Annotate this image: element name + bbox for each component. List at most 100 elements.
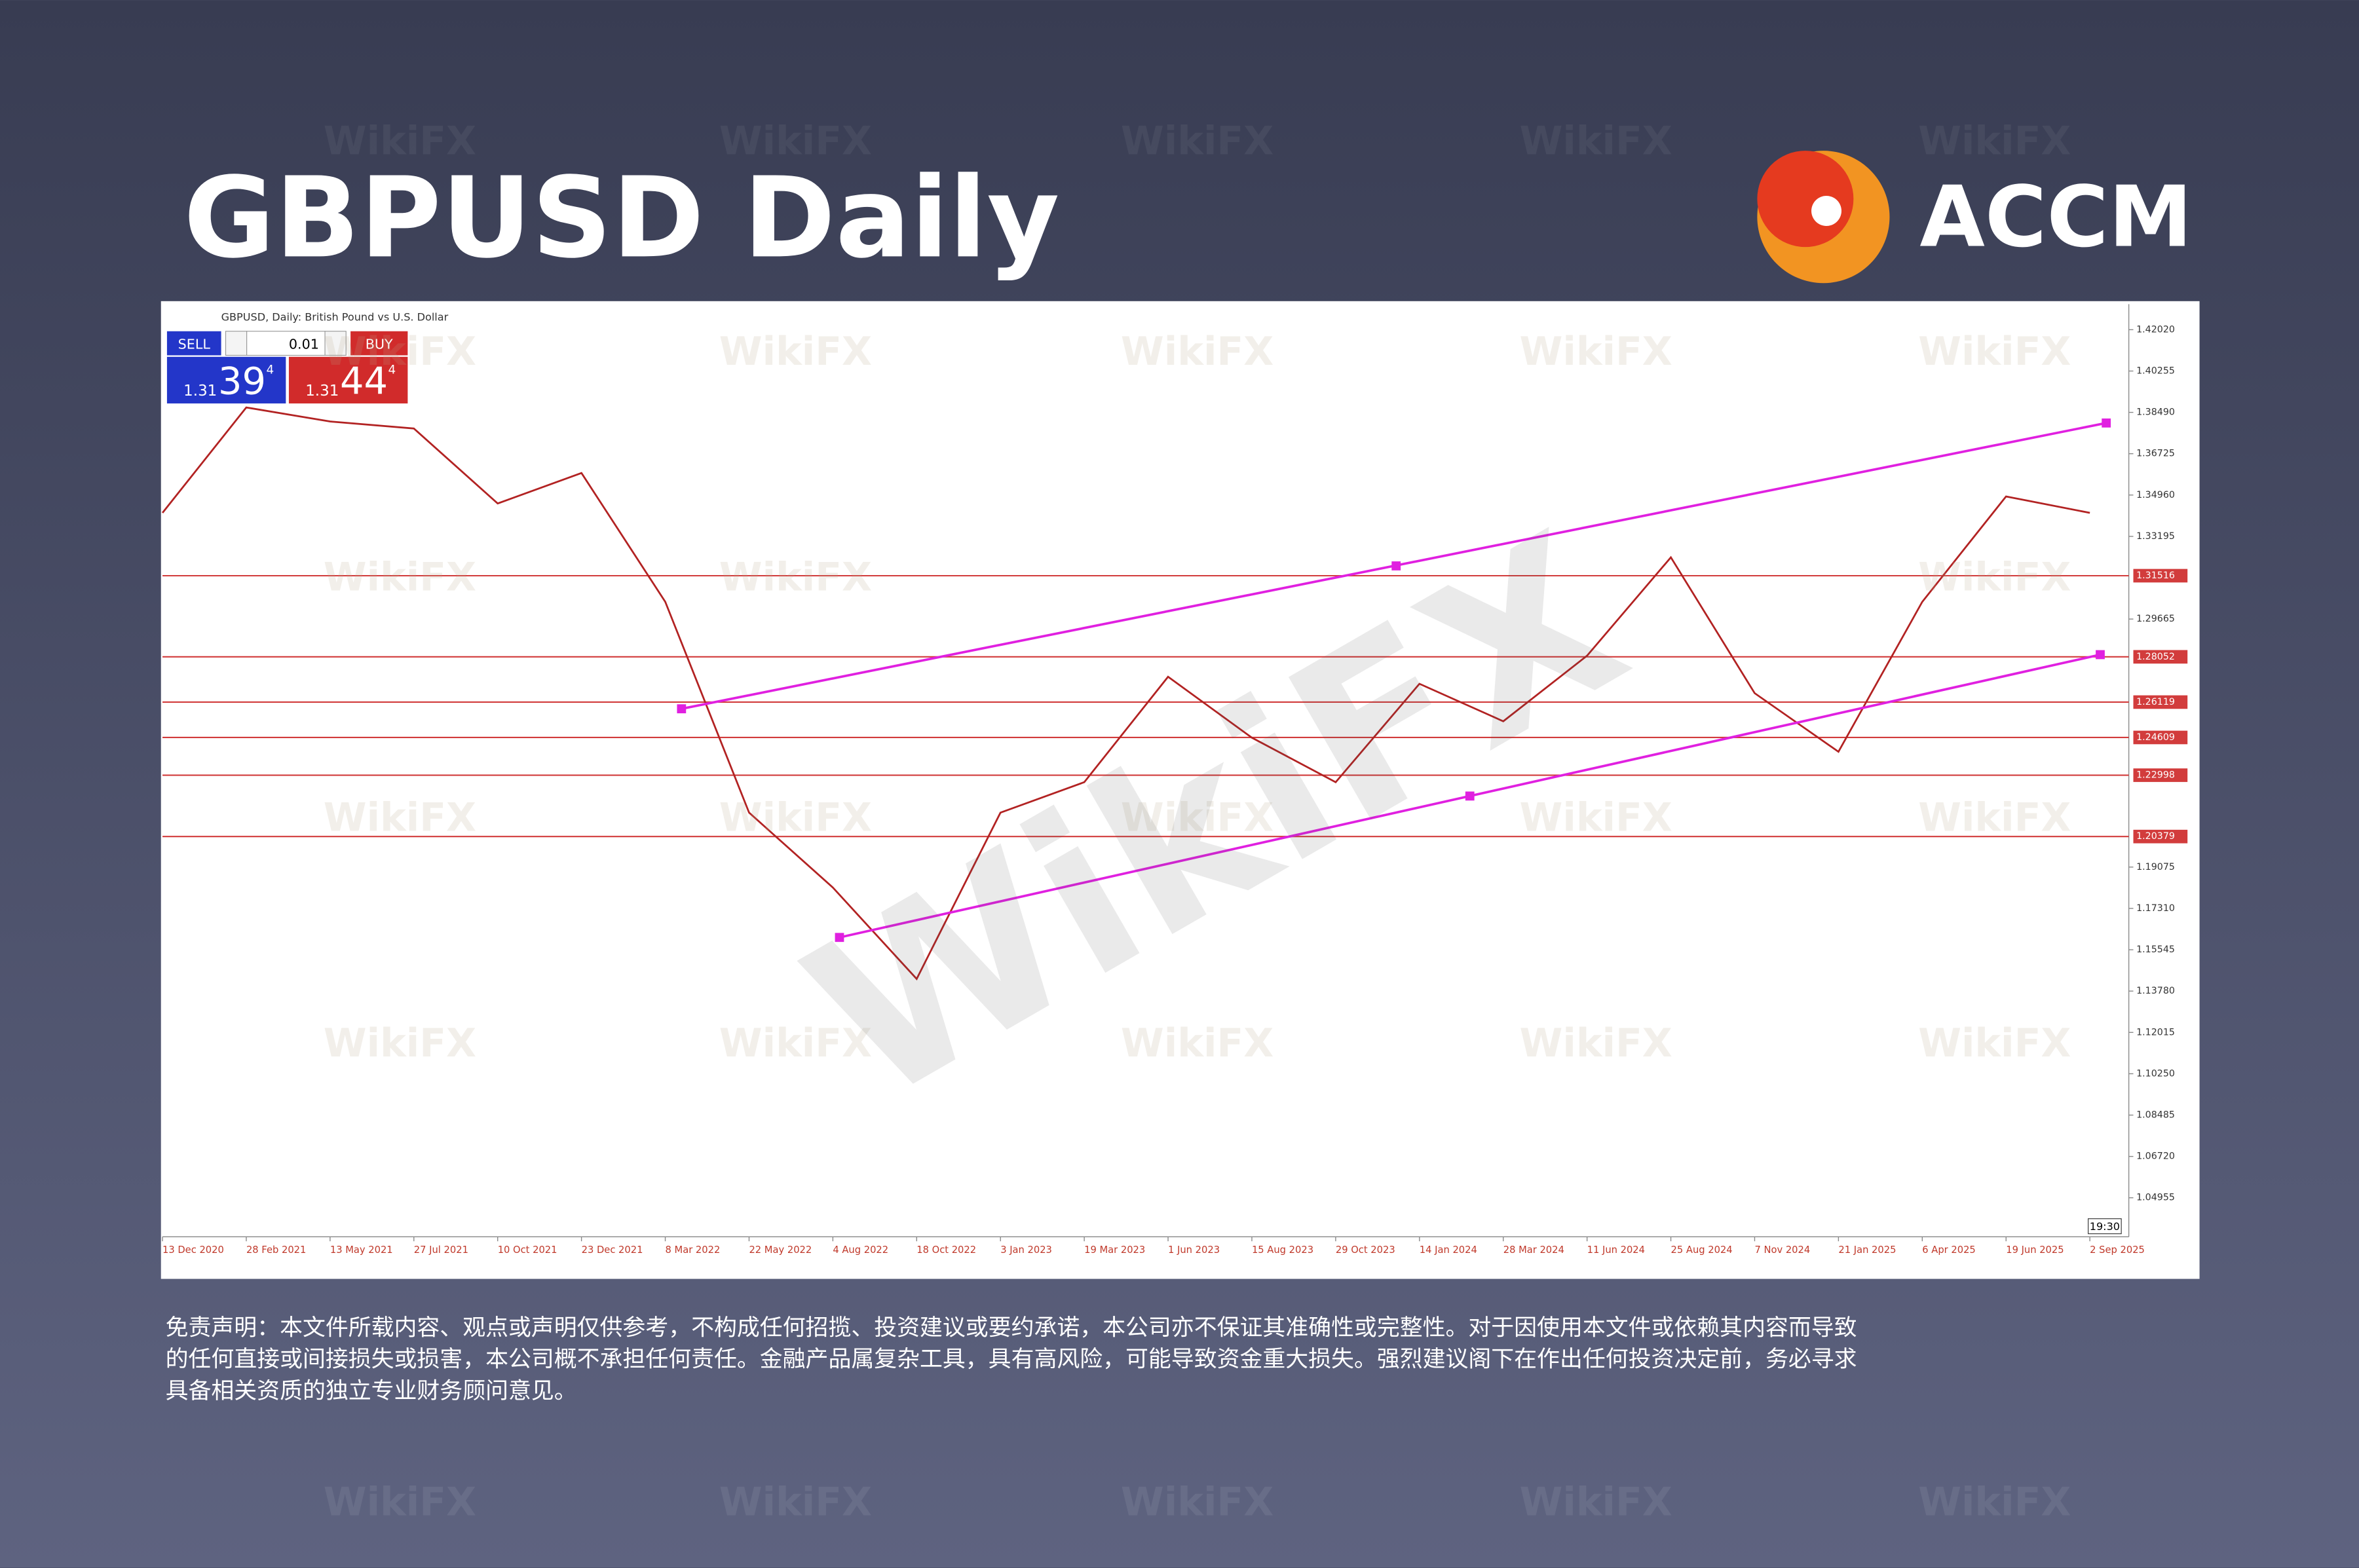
y-tick-label: 1.33195: [2136, 531, 2175, 542]
x-tick-label: 1 Jun 2023: [1168, 1244, 1220, 1256]
buy-button[interactable]: [350, 331, 408, 356]
y-tick-label: 1.19075: [2136, 862, 2175, 872]
sell-label: SELL: [178, 336, 211, 352]
y-tick-label: 1.04955: [2136, 1193, 2175, 1203]
watermark: WikiFX: [1918, 796, 2071, 841]
brand-name: ACCM: [1919, 169, 2192, 267]
channel-handle: [677, 704, 687, 714]
disclaimer-line: 具备相关资质的独立专业财务顾问意见。: [166, 1378, 577, 1404]
brand-logo: [1757, 151, 1890, 284]
price-line: [161, 406, 2090, 980]
x-tick-label: 4 Aug 2022: [833, 1244, 888, 1256]
logo-inner: [1757, 151, 1854, 248]
logo-dot: [1811, 196, 1841, 226]
page-title: GBPUSD Daily: [183, 153, 1059, 283]
x-tick-label: 28 Feb 2021: [246, 1244, 306, 1256]
watermark: WikiFX: [1918, 329, 2071, 375]
x-tick-label: 25 Aug 2024: [1671, 1244, 1733, 1256]
bid-box[interactable]: [166, 356, 286, 403]
lot-input[interactable]: [246, 331, 326, 356]
watermark: WikiFX: [719, 796, 872, 841]
x-tick-label: 18 Oct 2022: [916, 1244, 976, 1256]
watermark: WikiFX: [1918, 555, 2071, 600]
watermark: WikiFX: [719, 1021, 872, 1066]
channel-handle: [2096, 650, 2105, 660]
chart-frame: [160, 301, 2200, 1279]
time-box: [2088, 1218, 2122, 1235]
x-tick-label: 10 Oct 2021: [498, 1244, 557, 1256]
x-tick-label: 27 Jul 2021: [414, 1244, 468, 1256]
lot-dropdown[interactable]: [225, 331, 248, 356]
y-tick-label: 1.17310: [2136, 903, 2175, 914]
watermark: WikiFX: [324, 1021, 476, 1066]
watermark: WikiFX: [1520, 1021, 1672, 1066]
x-tick-label: 6 Apr 2025: [1922, 1244, 1975, 1256]
channel-handle: [835, 933, 844, 943]
channel-handle: [1391, 561, 1401, 570]
ask-big: 44: [340, 360, 388, 403]
x-tick-label: 23 Dec 2021: [582, 1244, 643, 1256]
disclaimer-line: 的任何直接或间接损失或损害，本公司概不承担任何责任。金融产品属复杂工具，具有高风…: [166, 1347, 1857, 1373]
watermark: WikiFX: [1520, 1480, 1672, 1525]
level-label: 1.20379: [2136, 831, 2175, 842]
watermark: WikiFX: [1520, 329, 1672, 375]
watermark: WikiFX: [324, 796, 476, 841]
x-tick-label: 21 Jan 2025: [1838, 1244, 1896, 1256]
level-label: 1.26119: [2136, 697, 2175, 707]
watermark: WikiFX: [324, 119, 476, 164]
disclaimer-line: 免责声明：本文件所载内容、观点或声明仅供参考，不构成任何招揽、投资建议或要约承诺…: [166, 1315, 1857, 1341]
watermark: WikiFX: [1121, 119, 1274, 164]
ask-prefix: 1.31: [305, 383, 339, 400]
buy-label: BUY: [366, 336, 393, 352]
y-tick-label: 1.36725: [2136, 449, 2175, 459]
time-label: 19:30: [2090, 1220, 2120, 1233]
watermark: WikiFX: [719, 555, 872, 600]
x-tick-label: 19 Mar 2023: [1084, 1244, 1145, 1256]
bid-big: 39: [218, 360, 266, 403]
y-tick-label: 1.34960: [2136, 490, 2175, 500]
watermark: WikiFX: [324, 329, 476, 375]
channel: [677, 418, 2111, 943]
watermarks: WikiFX WikiFX WikiFX WikiFX WikiFX WikiFX Wiki…: [324, 119, 2071, 1525]
x-tick-label: 28 Mar 2024: [1503, 1244, 1564, 1256]
y-tick-label: 1.15545: [2136, 944, 2175, 955]
y-tick-label: 1.40255: [2136, 365, 2175, 376]
watermark: WikiFX: [324, 1480, 476, 1525]
watermark: WikiFX: [1918, 119, 2071, 164]
y-tick-label: 1.10250: [2136, 1068, 2175, 1079]
y-tick-label: 1.13780: [2136, 986, 2175, 996]
channel-handle: [2102, 418, 2111, 428]
x-tick-label: 13 May 2021: [330, 1244, 393, 1256]
y-tick-label: 1.42020: [2136, 324, 2175, 335]
level-label: 1.24609: [2136, 732, 2175, 743]
bid-small: 4: [266, 363, 274, 377]
watermark: WikiFX: [1121, 1480, 1274, 1525]
y-tick-label: 1.12015: [2136, 1027, 2175, 1037]
x-tick-label: 15 Aug 2023: [1252, 1244, 1313, 1256]
disclaimer: 免责声明：本文件所载内容、观点或声明仅供参考，不构成任何招揽、投资建议或要约承诺…: [166, 1315, 1857, 1404]
trade-panel: SELL 0.01 BUY 1.31 39 4 1.31 44 4: [166, 331, 408, 403]
x-tick-label: 19 Jun 2025: [2006, 1244, 2064, 1256]
watermark: WikiFX: [719, 1480, 872, 1525]
watermark: WikiFX: [1121, 329, 1274, 375]
level-label: 1.22998: [2136, 770, 2175, 781]
sell-button[interactable]: [166, 331, 221, 356]
ask-box[interactable]: [288, 356, 408, 403]
x-tick-label: 22 May 2022: [749, 1244, 812, 1256]
level-label-box: [2133, 730, 2188, 745]
level-label-box: [2133, 650, 2188, 664]
y-tick-label: 1.38490: [2136, 407, 2175, 418]
level-label-box: [2133, 768, 2188, 782]
chart-title: GBPUSD, Daily: British Pound vs U.S. Dol…: [221, 311, 449, 324]
watermark: WikiFX: [719, 329, 872, 375]
x-tick-label: 2 Sep 2025: [2090, 1244, 2145, 1256]
watermark: WikiFX: [1121, 1021, 1274, 1066]
bid-prefix: 1.31: [183, 383, 217, 400]
watermark: WikiFX: [1121, 796, 1274, 841]
level-label-box: [2133, 569, 2188, 583]
y-tick-label: 1.08485: [2136, 1110, 2175, 1121]
x-tick-label: 8 Mar 2022: [666, 1244, 721, 1256]
watermark: WikiFX: [324, 555, 476, 600]
lot-spinner[interactable]: [324, 331, 347, 356]
